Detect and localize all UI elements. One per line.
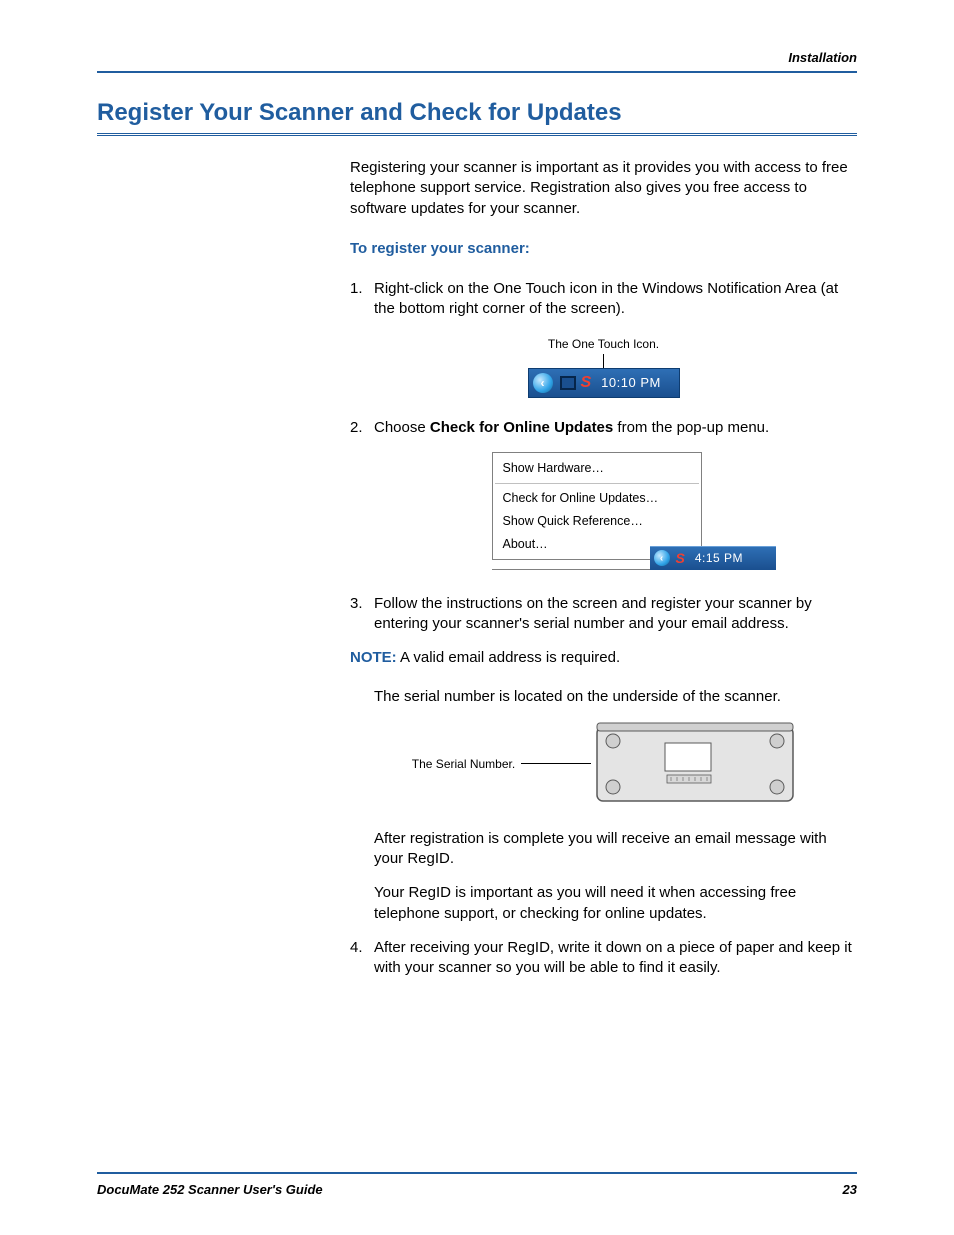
step-4: 4. After receiving your RegID, write it …	[350, 938, 857, 979]
figure-popup-menu: Show Hardware… Check for Online Updates……	[410, 452, 857, 570]
footer-guide-title: DocuMate 252 Scanner User's Guide	[97, 1182, 323, 1197]
systray-bar-2: ‹ S 4:15 PM	[650, 546, 776, 570]
step-2-number: 2.	[350, 418, 374, 438]
step-4-text: After receiving your RegID, write it dow…	[374, 938, 857, 979]
one-touch-icon-2: S	[676, 549, 685, 568]
systray-bar-1: ‹ S 10:10 PM	[528, 368, 680, 398]
tray-expand-arrow-icon-2: ‹	[654, 550, 670, 566]
step-2-text: Choose Check for Online Updates from the…	[374, 418, 857, 438]
footer-page-number: 23	[843, 1182, 857, 1197]
serial-location-text: The serial number is located on the unde…	[374, 687, 857, 707]
step-2-post: from the pop-up menu.	[613, 419, 769, 436]
menu-panel-edge	[492, 569, 650, 570]
step-1-number: 1.	[350, 279, 374, 320]
note-text: A valid email address is required.	[397, 649, 620, 666]
menu-separator	[495, 483, 699, 484]
figure-serial-number: The Serial Number.	[350, 721, 857, 807]
intro-paragraph: Registering your scanner is important as…	[350, 158, 857, 219]
figure1-leader-line	[603, 354, 604, 368]
page-title: Register Your Scanner and Check for Upda…	[97, 99, 857, 136]
step-1-text: Right-click on the One Touch icon in the…	[374, 279, 857, 320]
context-menu: Show Hardware… Check for Online Updates……	[492, 452, 702, 561]
after-registration-2: Your RegID is important as you will need…	[374, 883, 857, 924]
tray-expand-arrow-icon: ‹	[533, 373, 553, 393]
step-3-number: 3.	[350, 594, 374, 635]
figure1-caption: The One Touch Icon.	[548, 336, 659, 352]
figure3-leader-line	[521, 763, 591, 764]
figure-one-touch-icon: The One Touch Icon. ‹ S 10:10 PM	[350, 336, 857, 398]
after-registration-1: After registration is complete you will …	[374, 829, 857, 870]
step-1: 1. Right-click on the One Touch icon in …	[350, 279, 857, 320]
figure3-label: The Serial Number.	[412, 756, 515, 772]
tray-box-icon	[560, 376, 576, 390]
subheading-register: To register your scanner:	[350, 239, 857, 259]
page-footer: DocuMate 252 Scanner User's Guide 23	[97, 1172, 857, 1197]
note-line: NOTE: A valid email address is required.	[350, 648, 857, 668]
step-4-number: 4.	[350, 938, 374, 979]
menu-item-quick-reference[interactable]: Show Quick Reference…	[493, 510, 701, 533]
menu-item-show-hardware[interactable]: Show Hardware…	[493, 457, 701, 480]
header-section-label: Installation	[97, 50, 857, 73]
tray-clock-2: 4:15 PM	[695, 550, 743, 566]
step-2: 2. Choose Check for Online Updates from …	[350, 418, 857, 438]
step-3-text: Follow the instructions on the screen an…	[374, 594, 857, 635]
step-2-bold: Check for Online Updates	[430, 419, 613, 436]
step-3: 3. Follow the instructions on the screen…	[350, 594, 857, 635]
one-touch-icon: S	[581, 372, 592, 394]
step-2-pre: Choose	[374, 419, 430, 436]
note-label: NOTE:	[350, 649, 397, 666]
scanner-underside-icon	[595, 721, 795, 807]
menu-item-check-updates[interactable]: Check for Online Updates…	[493, 487, 701, 510]
tray-clock-1: 10:10 PM	[601, 374, 661, 392]
